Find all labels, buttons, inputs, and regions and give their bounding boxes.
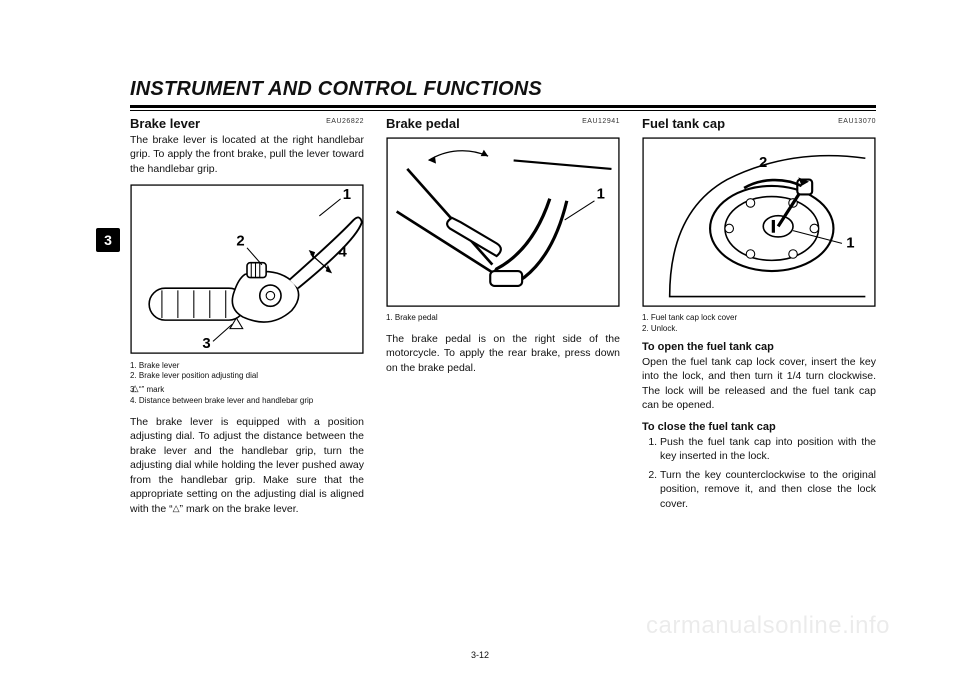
brake-pedal-drawing: 1: [386, 137, 620, 307]
caption-line: 1. Fuel tank cap lock cover: [642, 313, 876, 324]
paragraph-text: ” mark on the brake lever.: [180, 503, 299, 515]
body-paragraph: The brake pedal is on the right side of …: [386, 332, 620, 375]
brake-lever-drawing: 1 4 2 3: [130, 184, 364, 354]
paragraph-text: The brake lever is equipped with a posit…: [130, 416, 364, 515]
ref-code: EAU26822: [326, 118, 364, 125]
page: INSTRUMENT AND CONTROL FUNCTIONS 3 EAU26…: [0, 0, 960, 678]
triangle-mark-icon: △: [173, 502, 180, 514]
column-brake-pedal: EAU12941 Brake pedal: [386, 116, 620, 630]
ref-code: EAU13070: [838, 118, 876, 125]
caption-line: 1. Brake pedal: [386, 313, 620, 324]
body-paragraph: The brake lever is equipped with a posit…: [130, 415, 364, 516]
page-title: INSTRUMENT AND CONTROL FUNCTIONS: [130, 78, 876, 101]
callout-1: 1: [846, 236, 854, 252]
callout-4: 4: [338, 245, 347, 261]
step-item: Push the fuel tank cap into position wit…: [660, 435, 876, 464]
subsection-title: To open the fuel tank cap: [642, 341, 876, 353]
step-list: Push the fuel tank cap into position wit…: [642, 435, 876, 511]
column-brake-lever: EAU26822 Brake lever The brake lever is …: [130, 116, 364, 630]
header-rule-thick: [130, 105, 876, 108]
figure-brake-lever: 1 4 2 3: [130, 184, 364, 354]
subsection-title: To close the fuel tank cap: [642, 421, 876, 433]
header-rule-thin: [130, 110, 876, 111]
step-item: Turn the key counterclockwise to the ori…: [660, 468, 876, 511]
callout-3: 3: [202, 336, 210, 352]
fuel-tank-cap-drawing: 1 2: [642, 137, 876, 307]
figure-brake-pedal: 1: [386, 137, 620, 307]
body-paragraph: Open the fuel tank cap lock cover, inser…: [642, 355, 876, 413]
callout-2: 2: [759, 155, 767, 171]
content-columns: EAU26822 Brake lever The brake lever is …: [130, 116, 876, 630]
page-number: 3-12: [471, 650, 489, 660]
callout-2: 2: [236, 234, 244, 250]
ref-code: EAU12941: [582, 118, 620, 125]
chapter-tab: 3: [96, 228, 120, 252]
caption-line: 3. “△” mark: [130, 382, 364, 396]
figure-caption: 1. Fuel tank cap lock cover 2. Unlock.: [642, 313, 876, 335]
figure-caption: 1. Brake lever 2. Brake lever position a…: [130, 361, 364, 407]
caption-line: 2. Unlock.: [642, 324, 876, 335]
caption-line: 2. Brake lever position adjusting dial: [130, 371, 364, 382]
caption-line: 1. Brake lever: [130, 361, 364, 372]
column-fuel-tank-cap: EAU13070 Fuel tank cap: [642, 116, 876, 630]
header: INSTRUMENT AND CONTROL FUNCTIONS: [130, 78, 876, 111]
body-paragraph: The brake lever is located at the right …: [130, 133, 364, 176]
callout-1: 1: [597, 187, 605, 203]
figure-fuel-tank-cap: 1 2: [642, 137, 876, 307]
chapter-tab-label: 3: [104, 232, 112, 248]
figure-caption: 1. Brake pedal: [386, 313, 620, 324]
caption-text: ” mark: [142, 385, 165, 394]
callout-1: 1: [343, 187, 351, 203]
caption-line: 4. Distance between brake lever and hand…: [130, 396, 364, 407]
